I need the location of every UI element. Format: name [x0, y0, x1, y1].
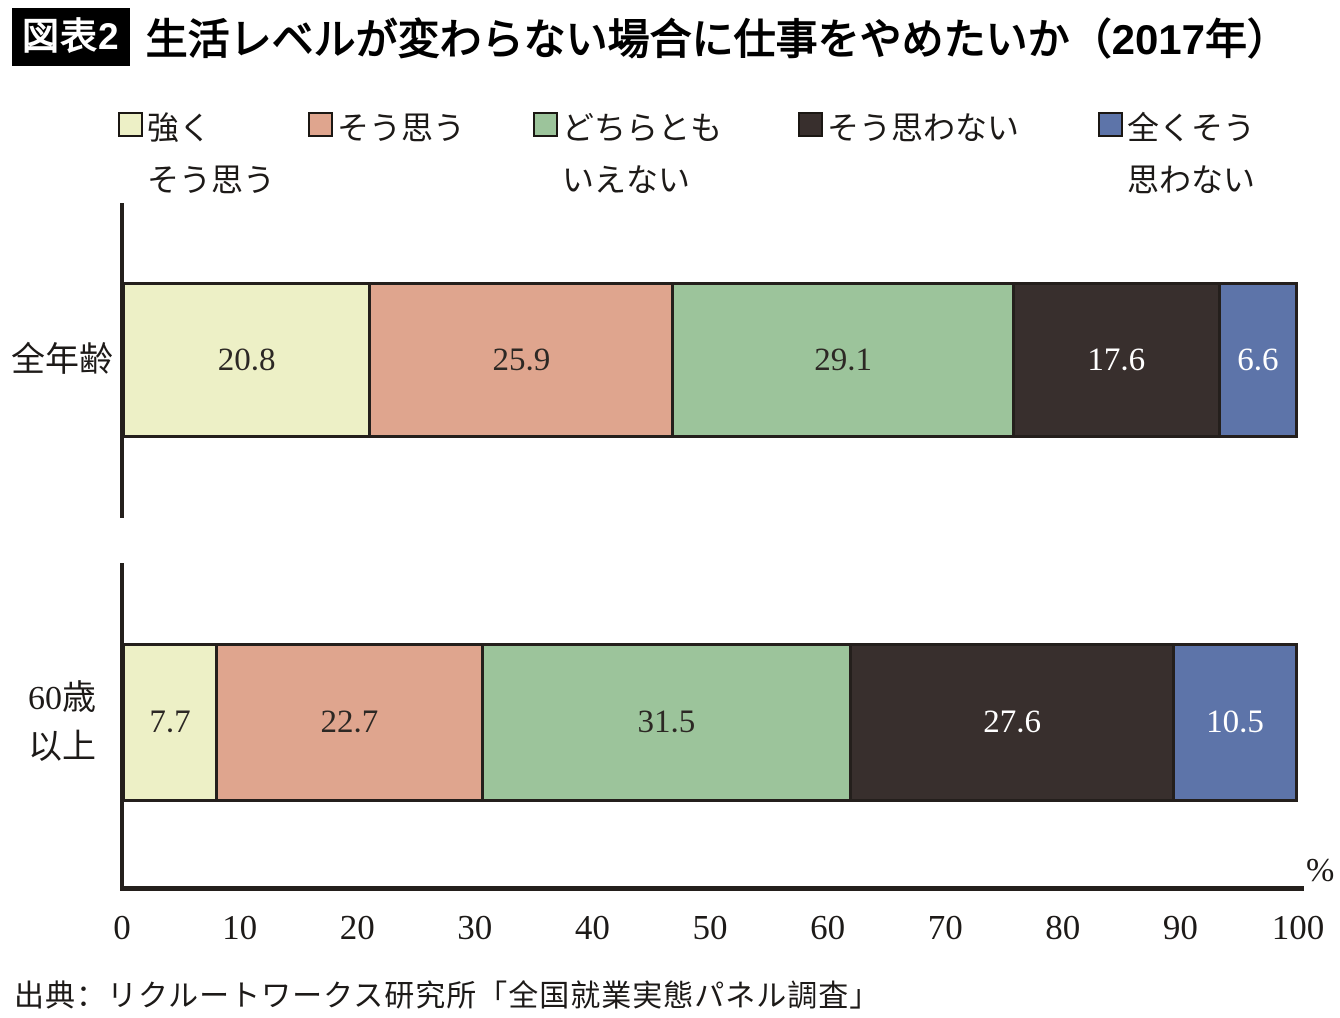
bar-segment: 31.5: [480, 646, 850, 799]
category-label: 全年齢: [11, 341, 113, 379]
legend-swatch-icon: [308, 112, 333, 137]
bar-segment: 10.5: [1172, 646, 1295, 799]
figure-tag-badge: 図表2: [12, 7, 130, 66]
legend-label: どちらとも いえない: [562, 110, 723, 198]
bar-segment: 25.9: [368, 285, 672, 435]
x-axis-line: [120, 886, 1304, 891]
source-note: 出典：リクルートワークス研究所「全国就業実態パネル調査」: [14, 980, 881, 1013]
figure-header: 図表2 生活レベルが変わらない場合に仕事をやめたいか（2017年）: [12, 6, 1289, 67]
legend-label: 強く そう思う: [147, 110, 276, 198]
figure-title: 生活レベルが変わらない場合に仕事をやめたいか（2017年）: [145, 16, 1290, 63]
x-axis-unit-label: %: [1306, 852, 1335, 889]
legend-swatch-icon: [1098, 112, 1123, 137]
x-axis-tick-label: 60: [810, 908, 846, 947]
bar-segment-value: 6.6: [1237, 341, 1279, 378]
x-axis-tick-label: 80: [1045, 908, 1081, 947]
bar-segment: 27.6: [849, 646, 1173, 799]
x-axis-tick-label: 90: [1162, 908, 1198, 947]
x-axis-tick-label: 100: [1271, 908, 1325, 947]
legend-label: そう思う: [337, 110, 466, 146]
bar-segment-value: 29.1: [814, 341, 872, 378]
bar-segment-value: 25.9: [492, 341, 551, 378]
x-axis-tick-label: 20: [339, 908, 375, 947]
bar-segment-value: 10.5: [1206, 704, 1264, 740]
legend-item: 全くそう 思わない: [1098, 103, 1255, 207]
category-label: 60歳 以上: [28, 679, 96, 766]
bar-segment: 7.7: [125, 646, 216, 799]
x-axis-tick-label: 40: [574, 908, 610, 947]
x-axis-tick-label: 50: [692, 908, 728, 947]
bar-segment: 29.1: [671, 285, 1012, 435]
bar-segment-value: 27.6: [983, 704, 1042, 740]
legend-item: 強く そう思う: [118, 103, 275, 207]
legend-swatch-icon: [798, 112, 823, 137]
legend-item: どちらとも いえない: [533, 103, 722, 207]
legend-label: 全くそう 思わない: [1127, 110, 1256, 198]
stacked-bar: 7.7 22.7 31.5 27.6 10.5: [122, 643, 1298, 802]
x-axis-tick-label: 70: [927, 908, 963, 947]
bar-segment-value: 17.6: [1087, 341, 1146, 378]
x-axis-tick-label: 30: [457, 908, 493, 947]
legend-swatch-icon: [118, 112, 143, 137]
legend-item: そう思わない: [798, 103, 1019, 155]
bar-segment: 17.6: [1011, 285, 1218, 435]
bar-segment-value: 20.8: [217, 341, 276, 378]
legend-item: そう思う: [308, 103, 465, 155]
bar-segment-value: 7.7: [149, 704, 191, 740]
bar-segment-value: 31.5: [637, 704, 696, 740]
x-axis-tick-label: 10: [222, 908, 258, 947]
bar-segment: 6.6: [1217, 285, 1295, 435]
x-axis-tick-label: 0: [113, 908, 131, 947]
bar-segment-value: 22.7: [320, 704, 379, 740]
bar-segment: 22.7: [215, 646, 481, 799]
legend-label: そう思わない: [827, 110, 1020, 146]
legend-swatch-icon: [533, 112, 558, 137]
stacked-bar: 20.8 25.9 29.1 17.6 6.6: [122, 282, 1298, 438]
bar-segment: 20.8: [125, 285, 369, 435]
